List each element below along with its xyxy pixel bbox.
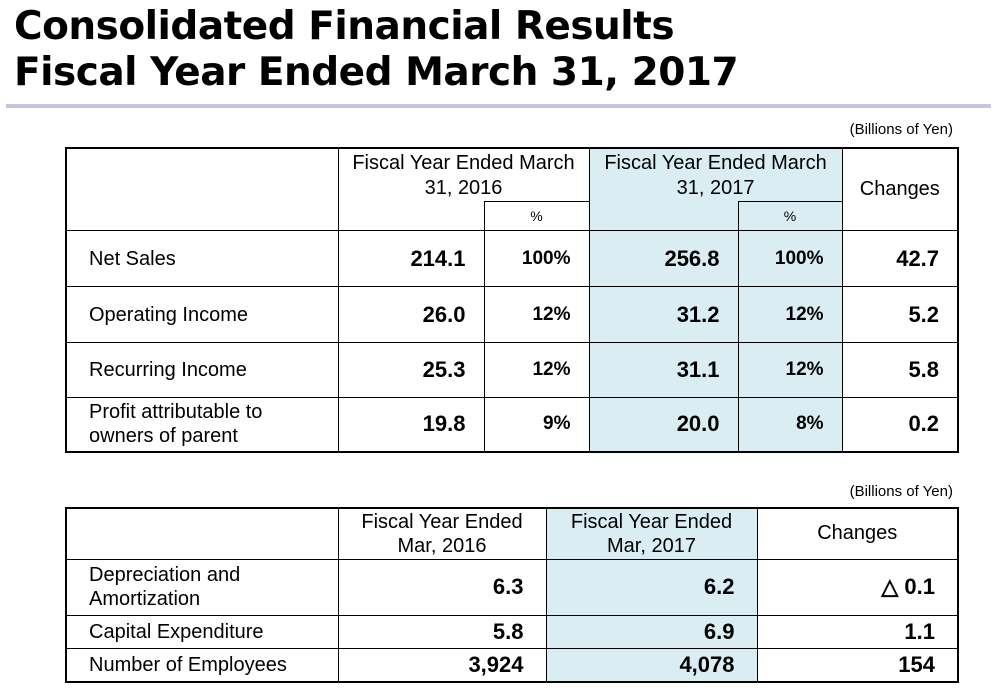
row-label: Profit attributable to owners of parent: [65, 397, 339, 452]
title-line-2: Fiscal Year Ended March 31, 2017: [14, 50, 739, 95]
value-2016: 5.8: [337, 614, 547, 649]
pct-2017: 12%: [737, 286, 843, 343]
value-2017: 6.9: [545, 614, 758, 649]
table-row: Profit attributable to owners of parent 1…: [65, 397, 959, 452]
value-2017: 31.2: [588, 286, 739, 343]
financial-results-table: Fiscal Year Ended March 31, 2016 Fiscal …: [65, 147, 960, 453]
header-pct-2017: %: [737, 201, 843, 231]
change-value: 154: [756, 647, 959, 683]
header-empty: [588, 201, 739, 231]
change-value: 0.2: [841, 397, 959, 452]
value-2017: 4,078: [545, 647, 758, 683]
pct-2016: 9%: [483, 397, 590, 452]
row-label: Net Sales: [65, 230, 339, 287]
change-value: 5.2: [841, 286, 959, 343]
header-fy2016: Fiscal Year Ended Mar, 2016: [337, 507, 547, 560]
title-divider: [6, 104, 991, 108]
value-2017: 20.0: [588, 397, 739, 452]
header-changes: Changes: [756, 507, 959, 560]
change-value: 5.8: [841, 342, 959, 398]
table-row: Depreciation and Amortization 6.3 6.2 △ 0.1: [65, 558, 959, 616]
page-title: Consolidated Financial Results Fiscal Ye…: [14, 4, 739, 96]
header-empty: [65, 507, 339, 560]
change-value: △ 0.1: [756, 558, 959, 616]
table-row: Operating Income 26.0 12% 31.2 12% 5.2: [65, 286, 959, 343]
pct-2016: 100%: [483, 230, 590, 287]
value-2017: 31.1: [588, 342, 739, 398]
title-line-1: Consolidated Financial Results: [14, 4, 675, 49]
header-empty: [65, 147, 339, 231]
value-2016: 19.8: [337, 397, 485, 452]
table-row: Number of Employees 3,924 4,078 154: [65, 647, 959, 683]
other-metrics-table: Fiscal Year Ended Mar, 2016 Fiscal Year …: [65, 507, 959, 683]
row-label: Depreciation and Amortization: [65, 558, 339, 616]
unit-label-2: (Billions of Yen): [849, 483, 953, 500]
header-fy2017: Fiscal Year Ended Mar, 2017: [545, 507, 758, 560]
value-2016: 214.1: [337, 230, 485, 287]
row-label: Number of Employees: [65, 647, 339, 683]
table-row: Capital Expenditure 5.8 6.9 1.1: [65, 614, 959, 649]
pct-2017: 100%: [737, 230, 843, 287]
change-value: 42.7: [841, 230, 959, 287]
table-row: Recurring Income 25.3 12% 31.1 12% 5.8: [65, 342, 959, 398]
value-2017: 6.2: [545, 558, 758, 616]
row-label: Operating Income: [65, 286, 339, 343]
value-2016: 26.0: [337, 286, 485, 343]
value-2017: 256.8: [588, 230, 739, 287]
header-empty: [337, 201, 485, 231]
change-value: 1.1: [756, 614, 959, 649]
unit-label-1: (Billions of Yen): [849, 121, 953, 138]
value-2016: 6.3: [337, 558, 547, 616]
pct-2016: 12%: [483, 286, 590, 343]
header-fy2017: Fiscal Year Ended March 31, 2017: [588, 147, 843, 202]
pct-2017: 8%: [737, 397, 843, 452]
header-pct-2016: %: [483, 201, 590, 231]
row-label: Recurring Income: [65, 342, 339, 398]
value-2016: 25.3: [337, 342, 485, 398]
table-row: Net Sales 214.1 100% 256.8 100% 42.7: [65, 230, 959, 287]
value-2016: 3,924: [337, 647, 547, 683]
pct-2016: 12%: [483, 342, 590, 398]
header-changes: Changes: [841, 147, 959, 231]
pct-2017: 12%: [737, 342, 843, 398]
row-label: Capital Expenditure: [65, 614, 339, 649]
header-fy2016: Fiscal Year Ended March 31, 2016: [337, 147, 590, 202]
